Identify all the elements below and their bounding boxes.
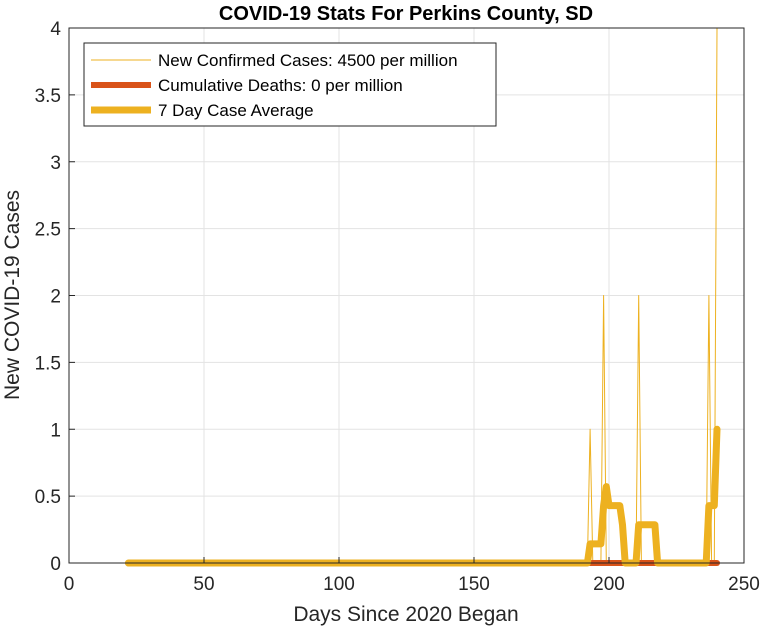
legend: New Confirmed Cases: 4500 per million Cu… — [83, 42, 497, 127]
y-tick-label: 2.5 — [35, 220, 61, 241]
x-tick-label: 250 — [728, 574, 760, 595]
x-tick-label: 0 — [64, 574, 75, 595]
y-tick-label: 2 — [50, 287, 61, 308]
y-tick-label: 3 — [50, 153, 61, 174]
legend-box — [83, 42, 497, 127]
y-axis-title: New COVID-19 Cases — [1, 190, 24, 400]
x-tick-label: 100 — [323, 574, 355, 595]
legend-label-new-cases: New Confirmed Cases: 4500 per million — [158, 51, 458, 70]
legend-label-average: 7 Day Case Average — [158, 101, 314, 120]
x-tick-label: 150 — [458, 574, 490, 595]
y-tick-label: 4 — [50, 19, 61, 40]
x-tick-label: 200 — [593, 574, 625, 595]
y-tick-label: 1.5 — [35, 353, 61, 374]
legend-label-deaths: Cumulative Deaths: 0 per million — [158, 76, 403, 95]
y-tick-label: 3.5 — [35, 86, 61, 107]
y-tick-label: 1 — [50, 420, 61, 441]
x-tick-label: 50 — [193, 574, 214, 595]
ticks: 0 50 100 150 200 250 0 0.5 1 1.5 2 2.5 3 3.5 4 — [35, 19, 760, 595]
y-tick-label: 0.5 — [35, 487, 61, 508]
x-axis-title: Days Since 2020 Began — [293, 603, 518, 626]
chart-title: COVID-19 Stats For Perkins County, SD — [219, 3, 593, 25]
y-tick-label: 0 — [50, 554, 61, 575]
